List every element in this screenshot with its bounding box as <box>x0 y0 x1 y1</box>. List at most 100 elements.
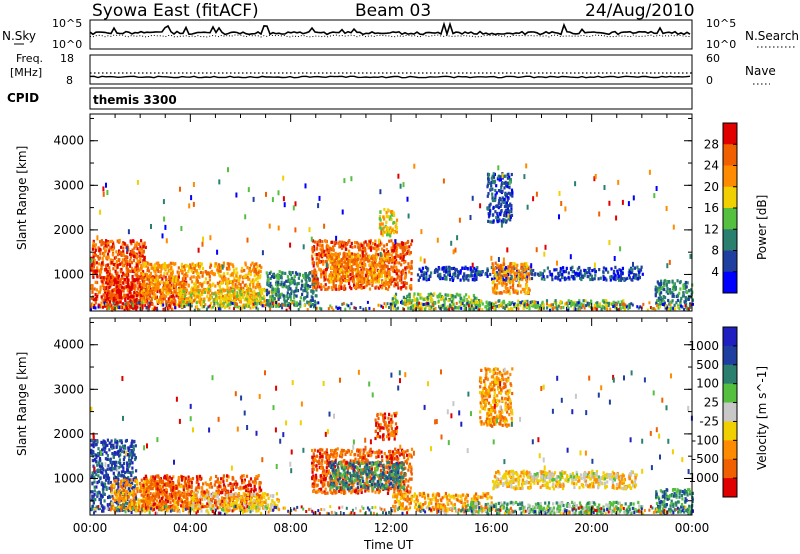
echo-cell <box>498 272 501 276</box>
echo-cell <box>208 274 211 279</box>
echo-cell <box>503 218 506 222</box>
echo-cell <box>190 275 193 279</box>
echo-cell <box>672 307 675 311</box>
echo-cell <box>186 297 189 301</box>
echo-cell <box>92 265 95 269</box>
echo-cell <box>383 271 386 275</box>
echo-cell <box>410 300 413 304</box>
echo-cell <box>546 275 549 279</box>
echo-cell <box>302 244 305 250</box>
echo-cell <box>486 268 489 273</box>
echo-cell <box>546 302 548 306</box>
echo-cell <box>311 296 314 300</box>
echo-cell <box>603 300 606 304</box>
echo-cell <box>244 261 247 265</box>
echo-cell <box>420 302 423 306</box>
echo-cell <box>467 304 470 308</box>
echo-cell <box>505 219 508 223</box>
echo-cell <box>498 281 501 285</box>
echo-cell <box>255 302 258 306</box>
echo-cell <box>419 293 422 297</box>
echo-cell <box>245 297 248 301</box>
echo-cell <box>580 277 583 282</box>
echo-cell <box>659 300 662 304</box>
echo-cell <box>531 300 534 304</box>
echo-cell <box>248 266 251 270</box>
echo-cell <box>310 236 313 242</box>
echo-cell <box>675 301 678 305</box>
echo-cell <box>527 290 530 294</box>
echo-cell <box>492 290 495 294</box>
echo-cell <box>165 281 168 285</box>
echo-cell <box>513 305 516 309</box>
echo-cell <box>671 294 674 298</box>
echo-cell <box>663 287 666 292</box>
echo-cell <box>140 307 143 311</box>
echo-cell <box>192 275 195 279</box>
echo-cell <box>397 286 400 290</box>
echo-cell <box>398 278 402 282</box>
echo-cell <box>293 296 296 300</box>
echo-cell <box>369 246 372 250</box>
echo-cell <box>211 283 214 287</box>
echo-cell <box>574 271 577 275</box>
echo-cell <box>160 264 163 268</box>
echo-cell <box>124 302 127 306</box>
echo-cell <box>247 291 250 295</box>
echo-cell <box>465 274 468 278</box>
echo-cell <box>339 264 342 268</box>
echo-cell <box>370 260 373 265</box>
freq-tick-top: 18 <box>60 52 74 65</box>
echo-cell <box>384 286 388 291</box>
echo-cell <box>392 303 395 308</box>
echo-cell <box>254 267 257 272</box>
echo-cell <box>455 292 458 296</box>
echo-cell <box>320 307 323 311</box>
echo-cell <box>425 274 428 278</box>
echo-cell <box>363 246 367 250</box>
echo-cell <box>248 283 252 287</box>
echo-cell <box>195 271 199 275</box>
echo-cell <box>517 307 520 311</box>
echo-cell <box>237 282 240 286</box>
echo-cell <box>190 299 193 303</box>
echo-cell <box>333 240 336 244</box>
echo-cell <box>450 240 453 246</box>
echo-cell <box>183 276 186 281</box>
echo-cell <box>632 275 635 279</box>
echo-cell <box>105 267 108 271</box>
echo-cell <box>294 201 297 207</box>
echo-cell <box>196 305 199 309</box>
echo-cell <box>166 272 169 276</box>
echo-cell <box>249 302 252 306</box>
echo-cell <box>117 274 121 278</box>
echo-cell <box>499 270 502 274</box>
echo-cell <box>154 285 157 290</box>
echo-cell <box>340 258 343 262</box>
echo-cell <box>498 219 501 223</box>
echo-cell <box>351 267 354 271</box>
echo-cell <box>209 288 212 292</box>
echo-cell <box>106 291 109 296</box>
echo-cell <box>604 303 607 307</box>
echo-cell <box>658 286 661 290</box>
echo-cell <box>275 280 278 284</box>
echo-cell <box>244 274 247 278</box>
echo-cell <box>357 242 360 246</box>
echo-cell <box>344 263 347 267</box>
echo-cell <box>334 254 337 258</box>
echo-cell <box>315 270 318 274</box>
echo-cell <box>236 305 239 309</box>
echo-cell <box>114 263 117 268</box>
echo-cell <box>398 261 401 265</box>
echo-cell <box>139 256 142 260</box>
echo-cell <box>404 266 407 270</box>
echo-cell <box>353 262 356 266</box>
echo-cell <box>226 301 229 305</box>
echo-cell <box>337 264 341 268</box>
echo-cell <box>269 295 272 299</box>
echo-cell <box>499 276 502 280</box>
echo-cell <box>585 304 588 308</box>
echo-cell <box>359 259 362 263</box>
echo-cell <box>246 294 249 298</box>
